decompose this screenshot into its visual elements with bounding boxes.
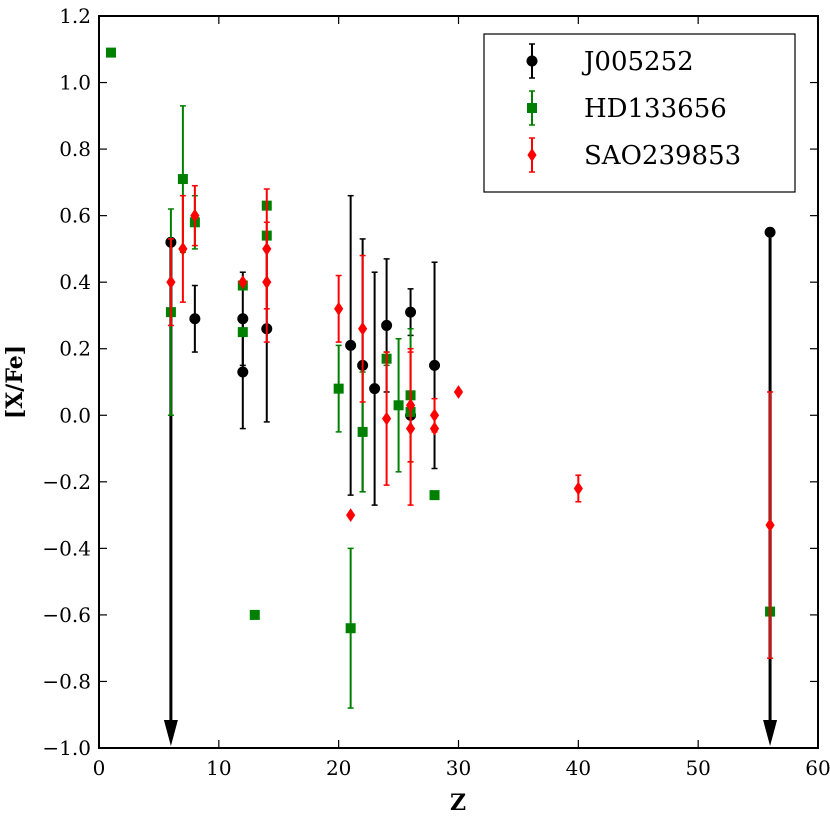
axis-ticks: 0 10 20 30 40 50 60 −1.0 −0.8 −0.6 −0.4 −0.2 0.0 0.2 0… — [42, 4, 830, 780]
y-tick-label: 0.6 — [59, 204, 91, 228]
x-axis-title: Z — [450, 790, 466, 816]
y-tick-label: −0.2 — [42, 470, 91, 494]
x-tick-label: 50 — [685, 756, 710, 780]
x-tick-label: 20 — [326, 756, 351, 780]
data-point — [238, 275, 248, 290]
data-point — [765, 518, 775, 532]
y-tick-label: −0.8 — [42, 669, 91, 693]
y-tick-label: 1.2 — [59, 4, 91, 28]
x-tick-label: 40 — [566, 756, 591, 780]
data-point — [189, 313, 201, 325]
y-tick-label: 0.4 — [59, 270, 91, 294]
data-point — [393, 400, 404, 411]
data-point — [105, 47, 116, 58]
data-point — [237, 366, 249, 378]
data-point — [764, 226, 776, 238]
series-sao239853 — [166, 184, 775, 659]
legend-marker — [527, 148, 537, 162]
y-tick-label: −0.4 — [42, 536, 91, 560]
data-point — [345, 623, 356, 634]
x-tick-label: 0 — [93, 756, 106, 780]
data-point — [346, 508, 356, 522]
y-tick-label: −0.6 — [42, 603, 91, 627]
legend-label: SAO239853 — [584, 141, 741, 171]
data-point — [369, 383, 381, 395]
legend-label: HD133656 — [584, 94, 727, 124]
y-tick-label: 1.0 — [59, 71, 91, 95]
data-point — [429, 421, 440, 436]
legend-label: J005252 — [581, 47, 694, 77]
upper-limit-arrow-head — [163, 720, 178, 746]
data-point — [177, 174, 188, 185]
y-axis-title: [X/Fe] — [2, 345, 28, 419]
data-point — [237, 327, 248, 338]
y-tick-label: −1.0 — [42, 736, 91, 760]
data-point — [381, 411, 392, 426]
data-point — [405, 421, 416, 436]
data-point — [381, 319, 393, 331]
y-tick-label: 0.2 — [59, 337, 91, 361]
y-tick-label: 0.0 — [59, 403, 91, 427]
data-point — [166, 275, 176, 290]
data-point — [190, 208, 200, 223]
data-point — [249, 609, 260, 620]
data-point — [345, 339, 357, 351]
x-tick-label: 30 — [446, 756, 471, 780]
legend-marker — [527, 103, 537, 113]
data-point — [453, 385, 464, 399]
data-point — [405, 306, 417, 318]
legend: J005252 HD133656 SAO239853 — [483, 33, 796, 193]
data-point — [358, 321, 368, 336]
data-point — [262, 275, 272, 290]
data-point — [333, 383, 344, 394]
data-point — [429, 359, 441, 371]
data-point — [357, 426, 368, 437]
y-tick-label: 0.8 — [59, 137, 91, 161]
x-tick-label: 10 — [206, 756, 231, 780]
data-point — [429, 408, 440, 423]
data-point — [429, 490, 440, 501]
chart-marks — [105, 47, 778, 746]
data-point — [573, 481, 583, 496]
x-tick-label: 60 — [805, 756, 830, 780]
legend-marker — [526, 55, 538, 67]
data-point — [334, 301, 344, 316]
data-point — [178, 242, 188, 256]
upper-limit-arrow-head — [763, 720, 778, 746]
